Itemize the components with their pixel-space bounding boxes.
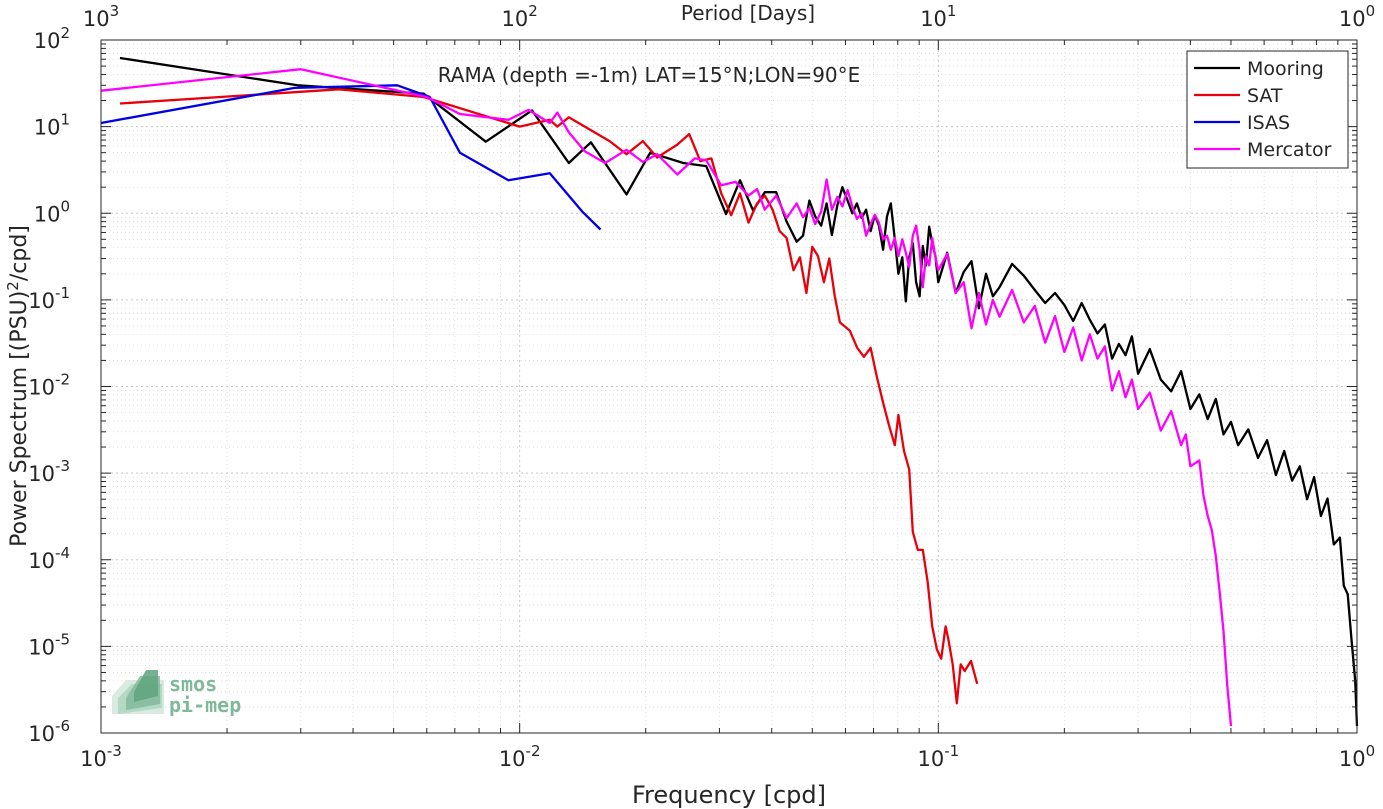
minor-grid	[101, 40, 1357, 733]
y-tick-label: 10-2	[28, 371, 70, 400]
y-tick-base: 10	[34, 29, 61, 53]
y-tick-label: 10-6	[28, 717, 70, 746]
top-axis-label: Period [Days]	[681, 1, 815, 25]
y-tick-label: 10-1	[28, 284, 70, 313]
x-tick-exponent: 0	[1366, 742, 1376, 760]
y-tick-base: 10	[28, 635, 55, 659]
y-tick-base: 10	[34, 202, 61, 226]
x-tick-base: 10	[80, 747, 107, 771]
watermark-line2: pi-mep	[169, 693, 241, 717]
top-tick-label: 100	[1339, 2, 1375, 31]
series-line-sat	[119, 88, 979, 705]
x-tick-base: 10	[499, 747, 526, 771]
y-tick-base: 10	[34, 116, 61, 140]
y-axis-label-main: Power Spectrum [(PSU)	[7, 291, 32, 547]
top-tick-exponent: 3	[110, 2, 120, 20]
y-tick-base: 10	[28, 462, 55, 486]
y-tick-label: 10-5	[28, 630, 70, 659]
legend-label-sat: SAT	[1247, 85, 1283, 107]
y-tick-base: 10	[28, 289, 55, 313]
x-tick-exponent: -1	[944, 742, 959, 760]
y-axis-label: Power Spectrum [(PSU)2/cpd]	[4, 225, 32, 547]
y-tick-label: 10-3	[28, 457, 70, 486]
y-tick-exponent: 0	[60, 197, 70, 215]
chart-title: RAMA (depth =-1m) LAT=15°N;LON=90°E	[438, 63, 861, 87]
y-axis-label-sup: 2	[4, 281, 22, 291]
series-line-mercator	[100, 68, 1233, 727]
top-tick-labels: 103 102 101 100	[83, 2, 1375, 31]
y-tick-exponent: -4	[55, 544, 70, 562]
y-tick-label: 101	[34, 111, 70, 140]
series-lines	[100, 56, 1359, 727]
top-tick-label: 102	[502, 2, 538, 31]
y-tick-exponent: 1	[60, 111, 70, 129]
y-tick-exponent: -1	[55, 284, 70, 302]
series-line-isas	[100, 84, 602, 231]
x-tick-label: 10-1	[917, 742, 959, 771]
axis-ticks	[100, 39, 1358, 734]
y-tick-label: 10-4	[28, 544, 70, 573]
watermark-line1: smos	[169, 672, 217, 696]
x-tick-label: 10-3	[80, 742, 122, 771]
x-tick-label: 100	[1339, 742, 1375, 771]
top-tick-label: 101	[920, 2, 956, 31]
top-tick-exponent: 0	[1366, 2, 1376, 20]
x-tick-base: 10	[1339, 747, 1366, 771]
y-tick-label: 102	[34, 24, 70, 53]
top-tick-exponent: 2	[528, 2, 538, 20]
x-tick-label: 10-2	[499, 742, 541, 771]
legend-label-isas: ISAS	[1247, 112, 1290, 134]
smos-pimep-logo: smos pi-mep	[112, 670, 241, 717]
y-tick-exponent: -2	[55, 371, 70, 389]
y-tick-label: 100	[34, 197, 70, 226]
legend-label-mooring: Mooring	[1247, 58, 1324, 80]
top-tick-base: 10	[502, 7, 529, 31]
y-tick-base: 10	[28, 549, 55, 573]
y-tick-exponent: -6	[55, 717, 70, 735]
y-tick-base: 10	[28, 376, 55, 400]
x-tick-exponent: -3	[107, 742, 122, 760]
x-tick-base: 10	[917, 747, 944, 771]
y-tick-exponent: 2	[60, 24, 70, 42]
y-axis-label-end: /cpd]	[7, 225, 32, 281]
x-tick-exponent: -2	[526, 742, 541, 760]
y-tick-base: 10	[28, 722, 55, 746]
x-tick-labels: 10-3 10-2 10-1 100	[80, 742, 1375, 771]
x-axis-label: Frequency [cpd]	[632, 781, 826, 809]
top-tick-base: 10	[83, 7, 110, 31]
y-tick-exponent: -5	[55, 630, 70, 648]
legend: Mooring SAT ISAS Mercator	[1186, 50, 1349, 169]
top-tick-base: 10	[920, 7, 947, 31]
top-tick-label: 103	[83, 2, 119, 31]
y-tick-exponent: -3	[55, 457, 70, 475]
top-tick-base: 10	[1339, 7, 1366, 31]
legend-label-mercator: Mercator	[1247, 139, 1332, 161]
top-tick-exponent: 1	[947, 2, 957, 20]
